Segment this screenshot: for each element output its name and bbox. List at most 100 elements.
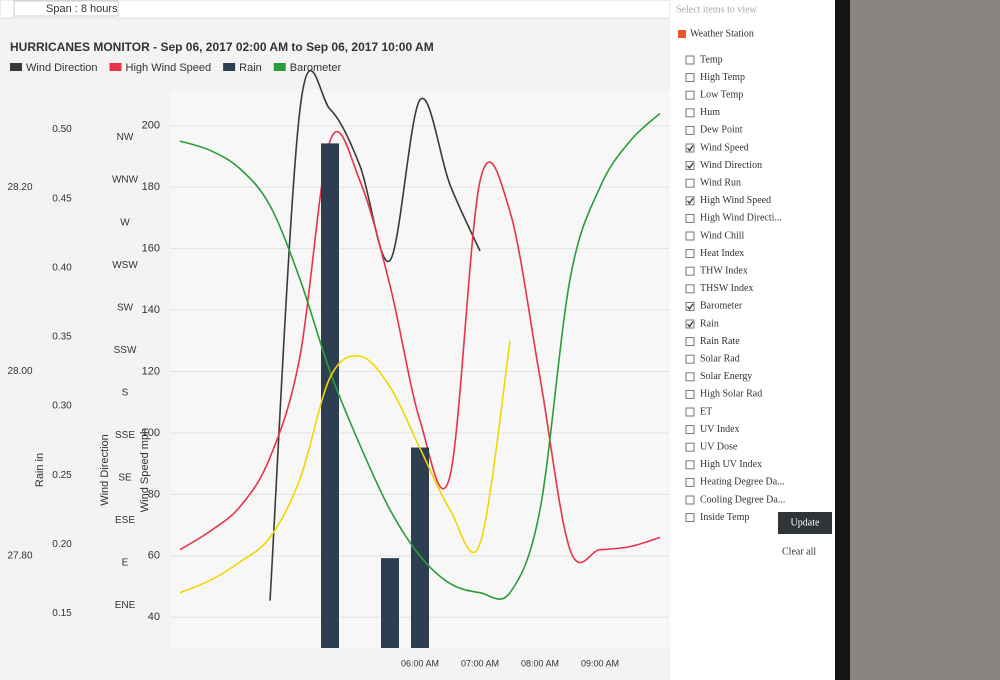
checkbox[interactable] <box>685 231 695 241</box>
legend-swatch <box>109 63 122 71</box>
y2-tick-label: E <box>122 558 129 569</box>
checkbox[interactable] <box>685 407 695 417</box>
item-label: ET <box>700 406 712 417</box>
series-line <box>179 340 511 594</box>
y2-tick-label: SE <box>118 472 132 483</box>
y3-tick-label: 0.15 <box>52 608 72 619</box>
checkbox[interactable] <box>685 425 695 435</box>
update-button[interactable] <box>778 512 832 534</box>
legend-label: High Wind Speed <box>126 62 212 74</box>
item-label: Wind Chill <box>700 230 745 241</box>
y4-tick-label: 27.80 <box>7 550 32 561</box>
backdrop <box>840 0 1000 680</box>
y-tick-label: 140 <box>142 304 160 316</box>
checkbox[interactable] <box>685 442 695 452</box>
checkbox[interactable] <box>685 477 695 487</box>
item-label: THSW Index <box>700 283 753 294</box>
span-label: Span : 8 hours <box>46 3 118 15</box>
checkbox[interactable] <box>685 301 695 311</box>
checkbox[interactable] <box>685 108 695 118</box>
y3-tick-label: 0.25 <box>52 470 72 481</box>
checkbox[interactable] <box>685 495 695 505</box>
station-icon <box>678 30 686 38</box>
checkbox[interactable] <box>685 178 695 188</box>
x-tick-label: 06:00 AM <box>401 658 439 668</box>
checkbox[interactable] <box>685 213 695 223</box>
item-label: Cooling Degree Da... <box>700 494 785 505</box>
station-label[interactable]: Weather Station <box>690 28 754 39</box>
check-mark <box>686 321 694 328</box>
y3-tick-label: 0.35 <box>52 332 72 343</box>
checkbox[interactable] <box>685 354 695 364</box>
y-tick-label: 40 <box>148 611 160 623</box>
item-label: Wind Speed <box>700 142 749 153</box>
item-label: Low Temp <box>700 89 743 100</box>
item-label: Heating Degree Da... <box>700 477 785 488</box>
y2-tick-label: SSE <box>115 430 135 441</box>
checkbox[interactable] <box>685 337 695 347</box>
y-tick-label: 100 <box>142 427 160 439</box>
y2-tick-label: ENE <box>115 600 136 611</box>
checkbox[interactable] <box>685 249 695 259</box>
item-label: Inside Temp <box>700 512 749 523</box>
item-label: High Temp <box>700 72 745 83</box>
item-label: UV Index <box>700 424 740 435</box>
bar <box>411 447 429 648</box>
y-tick-label: 80 <box>148 488 160 500</box>
checkbox[interactable] <box>685 284 695 294</box>
checkbox[interactable] <box>685 55 695 65</box>
item-label: Temp <box>700 54 723 65</box>
x-tick-label: 07:00 AM <box>461 658 499 668</box>
checkbox[interactable] <box>685 196 695 206</box>
y3-tick-label: 0.20 <box>52 539 72 550</box>
checkbox[interactable] <box>685 319 695 329</box>
y2-tick-label: W <box>120 217 130 228</box>
checkbox[interactable] <box>685 125 695 135</box>
item-label: Wind Direction <box>700 160 762 171</box>
y2-tick-label: SSW <box>114 345 137 356</box>
x-tick-label: 08:00 AM <box>521 658 559 668</box>
y-tick-label: 120 <box>142 365 160 377</box>
axis-title: Rain in <box>34 453 46 487</box>
y2-tick-label: WNW <box>112 175 139 186</box>
legend-swatch <box>10 63 22 71</box>
checkbox[interactable] <box>685 90 695 100</box>
sidebar-heading: Select items to view <box>676 4 758 15</box>
checkbox[interactable] <box>685 460 695 470</box>
y-tick-label: 200 <box>142 120 160 132</box>
check-mark <box>686 197 694 205</box>
item-label: Rain <box>700 318 719 329</box>
item-label: Solar Energy <box>700 371 752 382</box>
item-label: High Wind Directi... <box>700 213 782 224</box>
clear-link[interactable]: Clear all <box>782 546 816 557</box>
check-mark <box>686 162 694 170</box>
y-tick-label: 180 <box>142 181 160 193</box>
axis-title: Wind Direction <box>99 434 111 506</box>
item-label: Solar Rad <box>700 353 740 364</box>
item-label: High Wind Speed <box>700 195 771 206</box>
chart-title: HURRICANES MONITOR - Sep 06, 2017 02:00 … <box>10 40 434 54</box>
checkbox[interactable] <box>685 266 695 276</box>
update-label: Update <box>791 517 820 528</box>
checkbox[interactable] <box>685 143 695 153</box>
checkbox[interactable] <box>685 389 695 399</box>
y-tick-label: 160 <box>142 243 160 255</box>
y2-tick-label: SW <box>117 302 134 313</box>
check-mark <box>686 303 694 310</box>
y4-tick-label: 28.00 <box>7 366 32 377</box>
axis-title: Wind Speed mph <box>139 428 151 512</box>
check-mark <box>686 145 694 152</box>
span-select[interactable] <box>13 0 119 17</box>
item-label: UV Dose <box>700 441 738 452</box>
x-tick-label: 09:00 AM <box>581 658 619 668</box>
checkbox[interactable] <box>685 161 695 171</box>
y3-tick-label: 0.40 <box>52 262 72 273</box>
item-label: Barometer <box>700 301 743 312</box>
checkbox[interactable] <box>685 73 695 83</box>
series-line <box>269 69 481 601</box>
legend-label: Rain <box>239 62 262 74</box>
checkbox[interactable] <box>685 372 695 382</box>
checkbox[interactable] <box>685 513 695 523</box>
